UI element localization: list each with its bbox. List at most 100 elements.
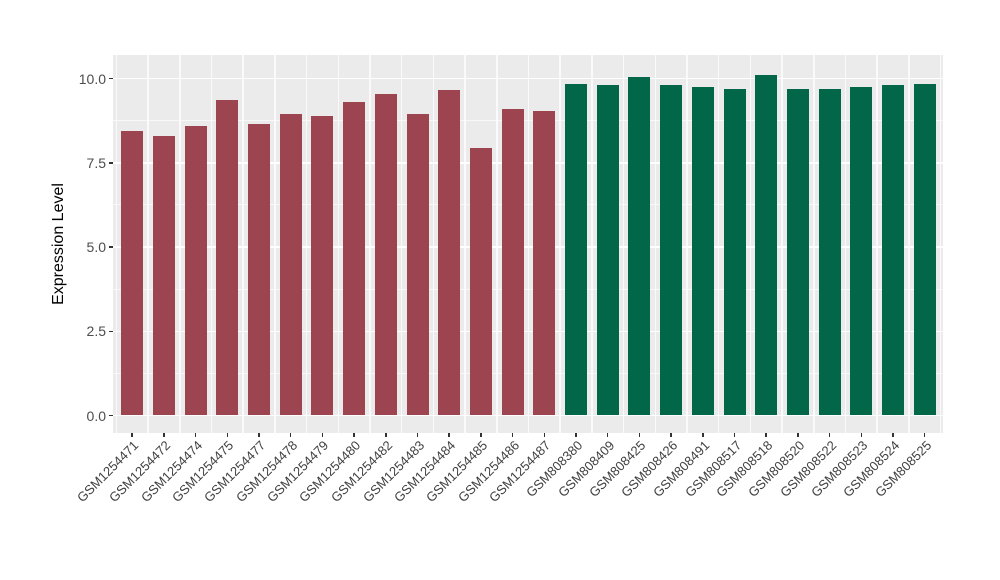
gridline-minor-vertical: [654, 55, 656, 433]
bar-GSM808491: [691, 86, 714, 416]
bar-GSM1254483: [406, 113, 429, 416]
x-tick: [575, 433, 577, 437]
x-tick: [733, 433, 736, 437]
bar-GSM808522: [818, 88, 841, 416]
x-tick: [606, 433, 609, 437]
gridline-minor-vertical: [369, 55, 371, 433]
bar-GSM808517: [723, 88, 746, 416]
x-tick: [670, 433, 672, 437]
gridline-major-horizontal: [113, 330, 943, 332]
gridline-minor-vertical: [876, 55, 878, 433]
bar-GSM1254482: [374, 93, 397, 416]
x-tick: [194, 433, 197, 437]
gridline-minor-vertical: [813, 55, 815, 433]
x-tick: [638, 433, 641, 437]
x-tick: [765, 433, 767, 437]
gridline-minor-vertical: [337, 55, 339, 433]
y-tick-label: 2.5: [86, 323, 106, 340]
bar-GSM808523: [850, 86, 873, 416]
x-tick: [416, 433, 419, 437]
gridline-minor-horizontal: [113, 120, 943, 122]
x-tick: [321, 433, 324, 437]
x-tick: [131, 433, 133, 437]
bar-GSM808425: [628, 76, 651, 416]
gridline-major-horizontal: [113, 414, 943, 417]
plot-panel: [113, 55, 943, 433]
gridline-minor-vertical: [179, 55, 181, 433]
x-tick: [511, 433, 514, 437]
x-tick: [923, 433, 926, 437]
gridline-minor-vertical: [591, 55, 593, 433]
gridline-minor-horizontal: [113, 372, 943, 374]
gridline-major-horizontal: [113, 246, 943, 248]
bar-GSM1254484: [438, 90, 461, 416]
bar-GSM1254477: [248, 123, 270, 416]
gridline-minor-vertical: [210, 55, 213, 433]
y-tick-label: 7.5: [86, 154, 106, 171]
gridline-minor-vertical: [908, 55, 910, 433]
bar-GSM808520: [786, 88, 809, 416]
x-tick: [543, 433, 546, 437]
x-tick: [797, 433, 799, 437]
gridline-minor-vertical: [749, 55, 752, 433]
bar-GSM808409: [596, 85, 619, 416]
bar-GSM808518: [755, 75, 778, 416]
y-tick: [108, 77, 113, 80]
gridline-minor-vertical: [115, 55, 118, 433]
gridline-minor-vertical: [147, 55, 149, 433]
x-tick: [892, 433, 894, 437]
y-tick-label: 10.0: [78, 70, 106, 87]
bar-GSM1254475: [216, 100, 239, 416]
bar-GSM1254480: [343, 102, 366, 416]
gridline-minor-horizontal: [113, 288, 943, 290]
y-tick-label: 0.0: [86, 407, 106, 424]
gridline-minor-vertical: [432, 55, 435, 433]
gridline-minor-vertical: [274, 55, 276, 433]
gridline-minor-vertical: [242, 55, 244, 433]
bar-GSM808524: [882, 85, 904, 416]
y-tick-label: 5.0: [86, 239, 106, 255]
gridline-minor-vertical: [686, 55, 688, 433]
x-tick: [480, 433, 482, 437]
gridline-minor-vertical: [305, 55, 308, 433]
gridline-major-horizontal: [113, 162, 943, 164]
x-tick: [226, 433, 229, 437]
gridline-minor-vertical: [400, 55, 403, 433]
gridline-minor-vertical: [464, 55, 466, 433]
x-tick: [860, 433, 863, 437]
y-tick: [108, 330, 113, 332]
y-tick: [108, 246, 113, 248]
x-tick: [289, 433, 292, 437]
gridline-minor-vertical: [939, 55, 942, 433]
bar-GSM808426: [660, 85, 683, 416]
x-tick: [385, 433, 387, 437]
bar-GSM1254472: [152, 135, 175, 416]
gridline-minor-vertical: [781, 55, 783, 433]
x-tick: [828, 433, 831, 437]
gridline-minor-vertical: [844, 55, 847, 433]
bar-GSM1254486: [501, 108, 524, 416]
gridline-minor-vertical: [559, 55, 561, 433]
x-tick: [448, 433, 450, 437]
bar-GSM1254479: [311, 115, 334, 416]
gridline-minor-vertical: [496, 55, 498, 433]
bar-GSM1254485: [469, 147, 492, 416]
bar-GSM808525: [913, 83, 936, 416]
bar-GSM1254474: [184, 125, 207, 416]
gridline-minor-vertical: [527, 55, 530, 433]
x-tick: [163, 433, 165, 437]
y-tick: [108, 162, 113, 164]
bar-GSM1254487: [533, 110, 556, 416]
gridline-minor-vertical: [622, 55, 625, 433]
gridline-major-horizontal: [113, 77, 943, 80]
y-tick: [108, 414, 113, 417]
x-tick: [258, 433, 260, 437]
bar-GSM1254478: [279, 113, 302, 416]
x-tick: [702, 433, 704, 437]
gridline-minor-vertical: [717, 55, 720, 433]
gridline-minor-horizontal: [113, 204, 943, 206]
bar-GSM808380: [565, 83, 587, 416]
bar-GSM1254471: [121, 130, 144, 416]
x-tick: [353, 433, 355, 437]
